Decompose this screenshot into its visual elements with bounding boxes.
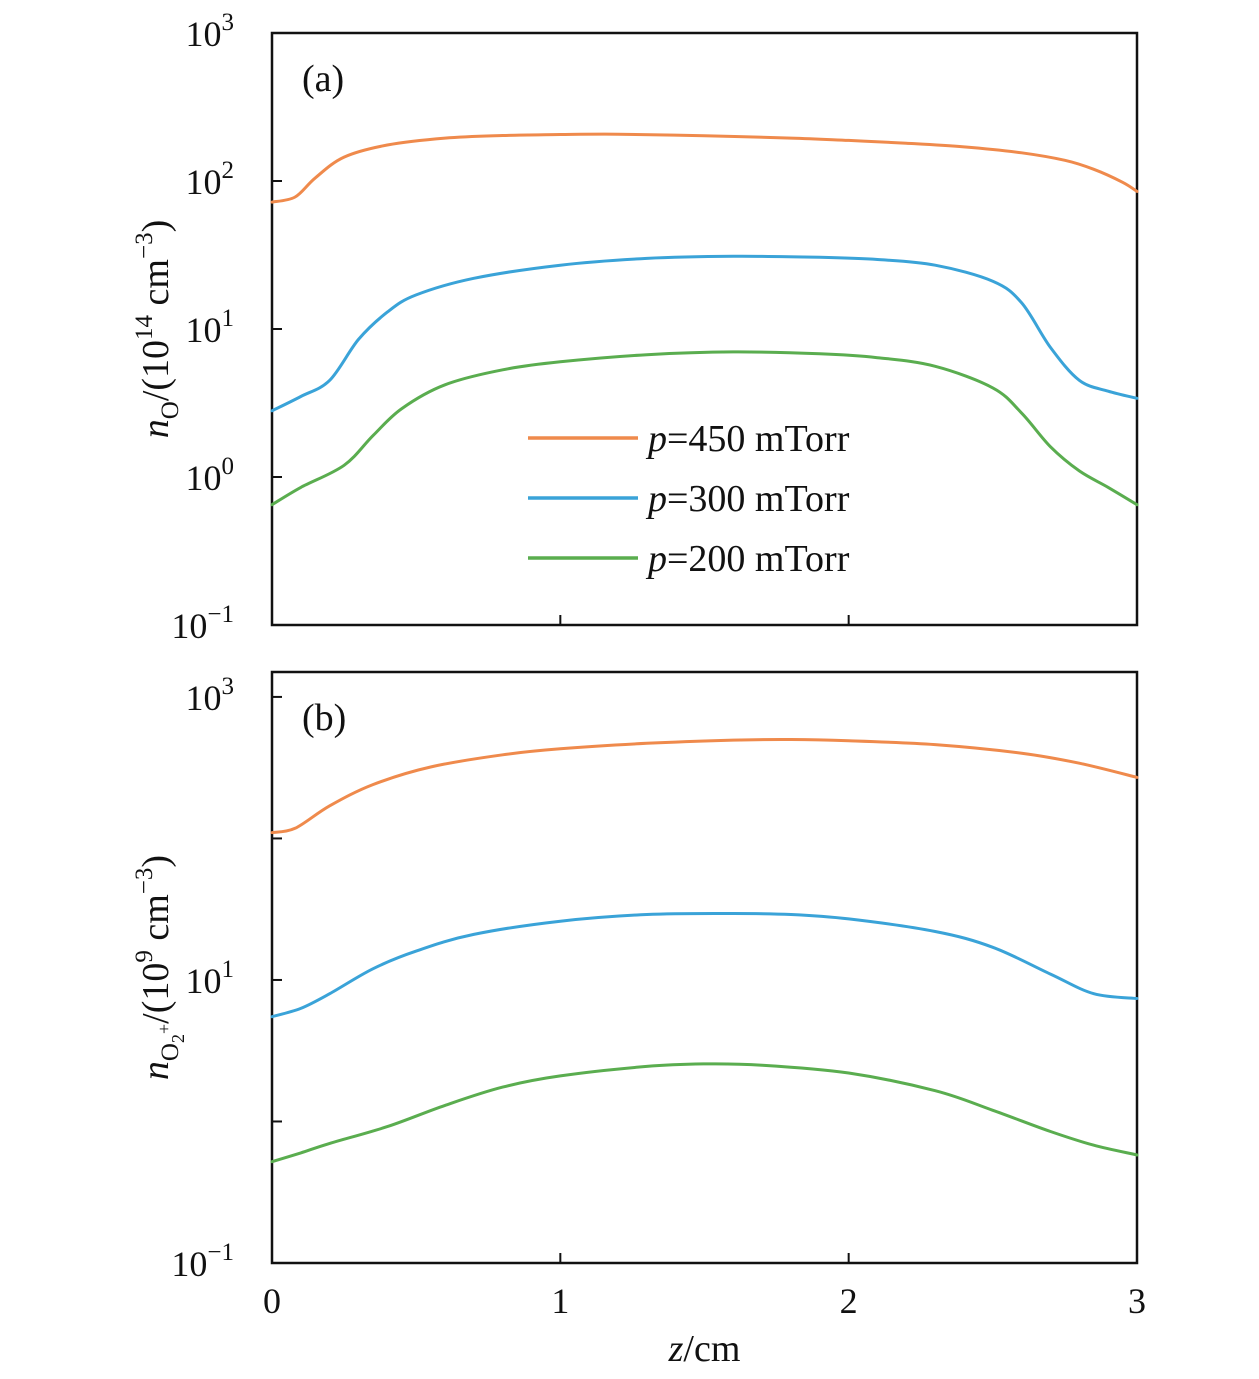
y-label-unit-exponent: −3 bbox=[131, 868, 158, 895]
x-axis-label-1: z/cm bbox=[668, 1328, 741, 1370]
y-label-subscript: O bbox=[157, 401, 184, 419]
y-tick-exponent: 0 bbox=[222, 453, 235, 480]
y-label-unit: cm bbox=[135, 894, 177, 950]
y-axis-label-1: nO2+/(109 cm−3) bbox=[131, 855, 188, 1080]
x-tick-label-1-0: 0 bbox=[263, 1281, 281, 1321]
y-tick-base: 10 bbox=[186, 14, 222, 54]
y-label-subscript-2: 2 bbox=[168, 1034, 188, 1043]
legend-variable: p bbox=[645, 418, 667, 460]
legend-entry-0: p=450 mTorr bbox=[645, 418, 850, 460]
y-tick-exponent: 1 bbox=[222, 305, 235, 332]
y-label-variable: n bbox=[135, 419, 177, 438]
y-tick-base: 10 bbox=[186, 162, 222, 202]
y-tick-base: 10 bbox=[186, 310, 222, 350]
plot-frame-1 bbox=[270, 670, 1139, 1265]
legend-text: =450 mTorr bbox=[667, 418, 850, 460]
legend-text: =200 mTorr bbox=[667, 538, 850, 580]
y-axis-label-0: nO/(1014 cm−3) bbox=[131, 220, 184, 438]
y-tick-label-0-2: 101 bbox=[186, 305, 235, 350]
y-tick-base: 10 bbox=[186, 458, 222, 498]
y-label-subscript-charge: + bbox=[154, 1024, 174, 1034]
x-tick-label-1-2: 2 bbox=[840, 1281, 858, 1321]
y-label-unit-exponent: −3 bbox=[131, 232, 158, 259]
y-label-exponent: 9 bbox=[131, 950, 158, 963]
y-tick-label-0-1: 100 bbox=[186, 453, 235, 498]
x-label-variable: z bbox=[668, 1328, 684, 1370]
y-tick-label-1-4: 103 bbox=[186, 673, 235, 718]
y-tick-label-0-4: 103 bbox=[186, 9, 235, 54]
y-tick-base: 10 bbox=[186, 961, 222, 1001]
y-tick-label-1-0: 10−1 bbox=[171, 1239, 234, 1284]
series-line-0-2 bbox=[270, 350, 1139, 507]
y-label-variable: n bbox=[135, 1061, 177, 1080]
series-line-1-0 bbox=[270, 737, 1139, 835]
x-tick-label-1-3: 3 bbox=[1128, 1281, 1146, 1321]
legend-text: =300 mTorr bbox=[667, 478, 850, 520]
y-label-close: ) bbox=[135, 855, 177, 868]
y-label-prefix: /(10 bbox=[135, 963, 177, 1024]
legend-variable: p bbox=[645, 478, 667, 520]
series-line-1-1 bbox=[270, 911, 1139, 1019]
panel-label-1: (b) bbox=[302, 697, 346, 739]
plot-frame-0 bbox=[270, 31, 1139, 627]
legend-entry-1: p=300 mTorr bbox=[645, 478, 850, 520]
series-line-0-1 bbox=[270, 254, 1139, 413]
y-tick-base: 10 bbox=[171, 1244, 207, 1284]
y-tick-label-0-0: 10−1 bbox=[171, 601, 234, 646]
panel-label-0: (a) bbox=[302, 58, 344, 100]
y-tick-exponent: 1 bbox=[222, 956, 235, 983]
y-tick-exponent: 2 bbox=[222, 157, 235, 184]
x-tick-label-1-1: 1 bbox=[551, 1281, 569, 1321]
legend-entry-2: p=200 mTorr bbox=[645, 538, 850, 580]
y-tick-label-1-2: 101 bbox=[186, 956, 235, 1001]
y-label-exponent: 14 bbox=[131, 314, 158, 340]
y-label-prefix: /(10 bbox=[135, 340, 177, 401]
series-line-1-2 bbox=[270, 1062, 1139, 1164]
y-tick-base: 10 bbox=[171, 606, 207, 646]
y-tick-label-0-3: 102 bbox=[186, 157, 235, 202]
y-tick-base: 10 bbox=[186, 678, 222, 718]
y-label-unit: cm bbox=[135, 259, 177, 315]
y-label-close: ) bbox=[135, 220, 177, 233]
y-tick-exponent: 3 bbox=[222, 9, 235, 36]
y-tick-exponent: −1 bbox=[207, 601, 234, 628]
legend-variable: p bbox=[645, 538, 667, 580]
y-tick-exponent: 3 bbox=[222, 673, 235, 700]
y-tick-exponent: −1 bbox=[207, 1239, 234, 1266]
y-label-subscript: O bbox=[157, 1043, 184, 1061]
x-label-unit: /cm bbox=[683, 1328, 740, 1370]
series-line-0-0 bbox=[270, 132, 1139, 204]
